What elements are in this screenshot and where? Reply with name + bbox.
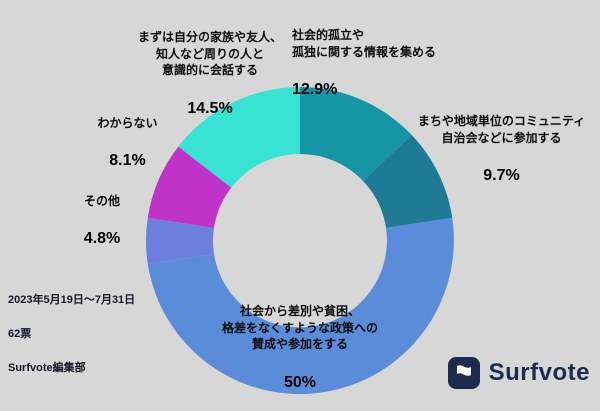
slice-label-policy-support: 社会から差別や貧困、 格差をなくすような政策への 賛成や参加をする 50% <box>185 286 415 411</box>
slice-label-other: その他 4.8% <box>52 176 152 268</box>
slice-percent: 4.8% <box>83 230 121 248</box>
donut-slice-0 <box>300 87 412 182</box>
slice-percent: 50% <box>283 373 317 391</box>
survey-credit: Surfvote編集部 <box>8 361 86 374</box>
surfvote-logo: Surfvote <box>447 356 590 390</box>
surfvote-logo-icon <box>447 357 480 389</box>
donut-slice-4 <box>147 146 232 228</box>
slice-label-text: 社会から差別や貧困、 格差をなくすような政策への 賛成や参加をする <box>221 303 378 352</box>
slice-percent: 12.9% <box>292 81 338 99</box>
donut-slice-3 <box>146 217 214 265</box>
surfvote-logo-text: Surfvote <box>488 359 590 386</box>
slice-percent: 9.7% <box>483 167 520 185</box>
slice-label-text: その他 <box>83 193 120 208</box>
donut-chart <box>146 87 454 395</box>
slice-percent: 8.1% <box>109 152 146 170</box>
slice-label-text: まずは自分の家族や友人、 知人など周りの人と 意識的に会話する <box>137 29 282 78</box>
slice-label-information-gathering: 社会的孤立や 孤独に関する情報を集める 12.9% <box>292 10 467 118</box>
donut-slice-2 <box>147 217 454 395</box>
slice-label-dont-know: わからない 8.1% <box>70 98 185 190</box>
survey-period: 2023年5月19日～7月31日 <box>8 293 136 306</box>
slice-label-text: まちや地域単位のコミュニティ 自治会などに参加する <box>417 113 586 145</box>
donut-slice-1 <box>363 134 453 228</box>
slice-percent: 14.5% <box>187 99 233 117</box>
slice-label-text: 社会的孤立や 孤独に関する情報を集める <box>292 27 437 59</box>
slice-label-community-participation: まちや地域単位のコミュニティ 自治会などに参加する 9.7% <box>408 96 595 204</box>
donut-slice-5 <box>178 87 300 188</box>
survey-votes: 62票 <box>8 327 32 340</box>
slice-label-text: わからない <box>97 115 158 130</box>
slice-label-talk-with-family: まずは自分の家族や友人、 知人など周りの人と 意識的に会話する 14.5% <box>126 12 294 137</box>
survey-meta: 2023年5月19日～7月31日 62票 Surfvote編集部 <box>8 275 135 394</box>
